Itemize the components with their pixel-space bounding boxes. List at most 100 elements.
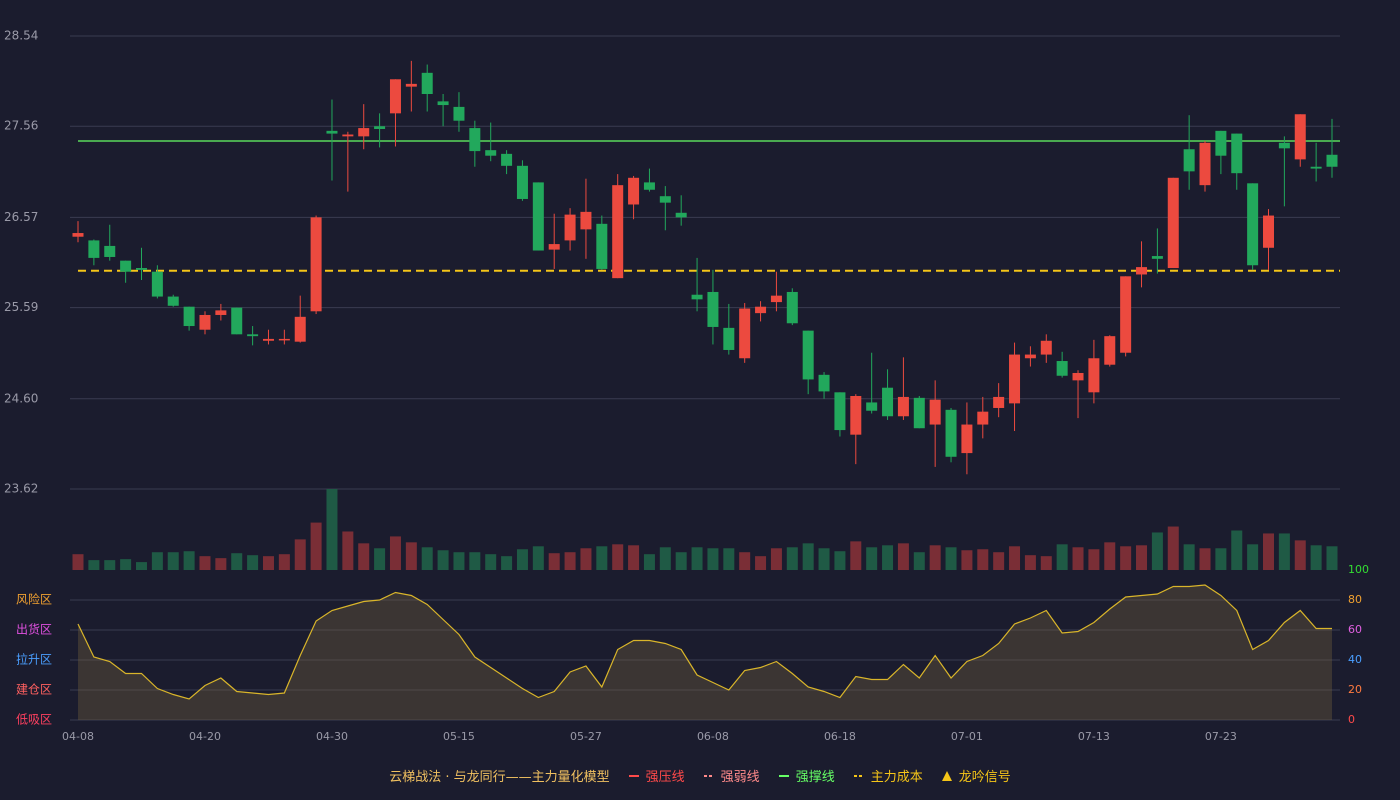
candle-body bbox=[342, 134, 354, 137]
volume-bar bbox=[1009, 546, 1021, 570]
candle-body bbox=[437, 101, 449, 106]
candle-body bbox=[1199, 142, 1211, 186]
candle-body bbox=[818, 374, 830, 392]
volume-bar bbox=[1104, 542, 1116, 570]
candle-body bbox=[580, 211, 592, 230]
volume-bar bbox=[977, 549, 989, 570]
volume-bar bbox=[247, 555, 259, 570]
volume-bar bbox=[453, 552, 465, 570]
volume-bar bbox=[326, 489, 338, 570]
candle-body bbox=[453, 106, 465, 121]
candle-body bbox=[755, 306, 767, 314]
candle-body bbox=[485, 150, 497, 156]
volume-bar bbox=[612, 544, 624, 570]
x-tick-label: 06-08 bbox=[697, 730, 729, 743]
candle-body bbox=[72, 233, 84, 237]
x-tick-label: 05-27 bbox=[570, 730, 602, 743]
volume-bar bbox=[120, 559, 132, 570]
candle-body bbox=[1278, 142, 1290, 149]
legend-label: 主力成本 bbox=[870, 770, 923, 785]
volume-bar bbox=[834, 551, 846, 570]
candle-body bbox=[516, 165, 528, 199]
volume-bar bbox=[421, 547, 433, 570]
legend-item[interactable]: 主力成本 bbox=[853, 766, 923, 785]
candle-body bbox=[770, 295, 782, 303]
candle-body bbox=[1310, 166, 1322, 169]
candle-body bbox=[882, 387, 894, 417]
candle-body bbox=[739, 308, 751, 359]
candle-body bbox=[1167, 177, 1179, 269]
volume-bar bbox=[1294, 540, 1306, 570]
volume-bar bbox=[1247, 544, 1259, 570]
volume-bar bbox=[1056, 544, 1068, 570]
legend-marker bbox=[941, 770, 952, 781]
volume-bar bbox=[88, 560, 100, 570]
volume-bar bbox=[739, 552, 751, 570]
candle-body bbox=[310, 217, 322, 312]
volume-bar bbox=[770, 548, 782, 570]
legend-item[interactable]: 强压线 bbox=[628, 766, 685, 785]
candle-body bbox=[1326, 154, 1338, 167]
candle-body bbox=[913, 397, 925, 429]
candle-body bbox=[374, 126, 386, 129]
candle-body bbox=[1009, 354, 1021, 404]
legend-icon bbox=[778, 774, 789, 777]
volume-bar bbox=[897, 543, 909, 570]
volume-bar bbox=[1167, 526, 1179, 570]
volume-bar bbox=[405, 542, 417, 570]
y2-tick-label: 60 bbox=[1348, 623, 1362, 636]
volume-bar bbox=[596, 546, 608, 570]
legend-icon bbox=[941, 770, 952, 781]
volume-bar bbox=[1040, 556, 1052, 570]
volume-bar bbox=[1310, 545, 1322, 570]
candle-body bbox=[278, 338, 290, 341]
candle-body bbox=[643, 182, 655, 190]
volume-bar bbox=[1136, 545, 1148, 570]
y-tick-label: 24.60 bbox=[4, 391, 38, 405]
volume-bar bbox=[1278, 533, 1290, 570]
volume-bar bbox=[294, 539, 306, 570]
candle-body bbox=[1056, 361, 1068, 376]
y-tick-label: 27.56 bbox=[4, 119, 38, 133]
candle-body bbox=[897, 396, 909, 417]
candle-body bbox=[421, 72, 433, 95]
candle-body bbox=[501, 153, 513, 166]
volume-bar bbox=[707, 548, 719, 570]
volume-bar bbox=[72, 554, 84, 570]
volume-bar bbox=[310, 522, 322, 570]
volume-bar bbox=[516, 549, 528, 570]
volume-bar bbox=[961, 550, 973, 570]
volume-bar bbox=[993, 552, 1005, 570]
candle-body bbox=[1151, 256, 1163, 259]
y2-tick-label: 80 bbox=[1348, 593, 1362, 606]
y2-tick-label: 0 bbox=[1348, 713, 1355, 726]
volume-bar bbox=[659, 547, 671, 570]
legend-item[interactable]: 强撑线 bbox=[778, 766, 835, 785]
volume-bar bbox=[580, 548, 592, 570]
candle-body bbox=[961, 424, 973, 454]
candle-body bbox=[135, 268, 147, 270]
candle-body bbox=[1215, 130, 1227, 156]
volume-bar bbox=[469, 552, 481, 570]
candle-body bbox=[802, 330, 814, 380]
candle-body bbox=[183, 306, 195, 327]
legend-item[interactable]: 强弱线 bbox=[703, 766, 760, 785]
volume-bar bbox=[675, 552, 687, 570]
candle-body bbox=[929, 399, 941, 425]
volume-bar bbox=[1120, 546, 1132, 570]
volume-bar bbox=[278, 554, 290, 570]
candle-body bbox=[707, 291, 719, 327]
candle-body bbox=[532, 182, 544, 251]
candle-body bbox=[1247, 183, 1259, 266]
legend-icon bbox=[703, 774, 714, 777]
candle-body bbox=[786, 291, 798, 324]
volume-bar bbox=[913, 552, 925, 570]
candle-body bbox=[1040, 340, 1052, 355]
candle-body bbox=[405, 83, 417, 87]
legend-label: 强压线 bbox=[645, 770, 685, 785]
legend-item[interactable]: 龙吟信号 bbox=[941, 766, 1011, 785]
candle-body bbox=[993, 396, 1005, 408]
zone-label: 拉升区 bbox=[16, 652, 52, 667]
candle-body bbox=[151, 271, 163, 297]
